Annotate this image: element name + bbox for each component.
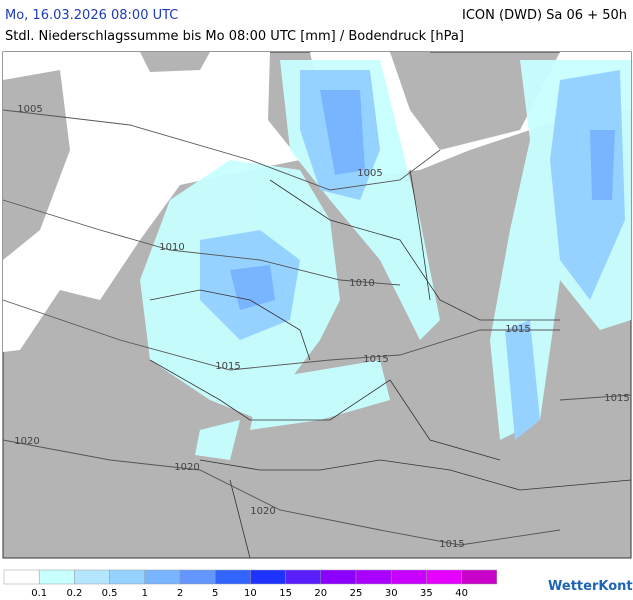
isobar-label: 1015 bbox=[439, 539, 464, 550]
legend-label: 35 bbox=[420, 588, 433, 599]
legend-label: 20 bbox=[314, 588, 327, 599]
legend-label: 40 bbox=[455, 588, 468, 599]
isobars bbox=[2, 109, 632, 546]
legend-label: 2 bbox=[177, 588, 183, 599]
legend-label: 1 bbox=[142, 588, 148, 599]
legend-swatch bbox=[3, 569, 40, 585]
legend-swatch bbox=[38, 569, 75, 585]
legend-swatch bbox=[320, 569, 357, 585]
legend-swatch bbox=[426, 569, 462, 585]
isobar-label: 1020 bbox=[174, 462, 199, 473]
legend-swatch bbox=[74, 569, 110, 585]
legend-label: 0.5 bbox=[102, 588, 118, 599]
isobar-label: 1005 bbox=[357, 168, 382, 179]
legend-label: 10 bbox=[244, 588, 257, 599]
legend-swatch bbox=[355, 569, 392, 585]
isobar-label: 1010 bbox=[159, 242, 184, 253]
isobar-label: 1015 bbox=[604, 393, 629, 404]
land-uk bbox=[140, 52, 210, 72]
legend-label: 0.2 bbox=[66, 588, 82, 599]
legend-swatch bbox=[144, 569, 181, 585]
subtitle: Stdl. Niederschlagssumme bis Mo 08:00 UT… bbox=[5, 29, 464, 44]
precip-heavy bbox=[230, 90, 615, 310]
legend-swatch bbox=[179, 569, 216, 585]
map bbox=[2, 51, 632, 559]
legend-swatch bbox=[250, 569, 286, 585]
legend-label: 0.1 bbox=[31, 588, 47, 599]
legend-swatch bbox=[390, 569, 427, 585]
isobar-label: 1010 bbox=[349, 278, 374, 289]
north-sea bbox=[3, 52, 300, 352]
legend-swatch bbox=[285, 569, 322, 585]
isobar-label: 1015 bbox=[505, 324, 530, 335]
legend-swatch bbox=[214, 569, 251, 585]
legend-label: 30 bbox=[385, 588, 398, 599]
legend-label: 25 bbox=[350, 588, 363, 599]
borders bbox=[149, 169, 632, 559]
legend-swatch bbox=[109, 569, 146, 585]
isobar-label: 1015 bbox=[215, 361, 240, 372]
isobar-label: 1020 bbox=[250, 506, 275, 517]
date: Mo, 16.03.2026 08:00 UTC bbox=[5, 8, 178, 23]
isobar-label: 1020 bbox=[14, 436, 39, 447]
legend-label: 5 bbox=[212, 588, 218, 599]
legend-swatch bbox=[461, 569, 498, 585]
land-sweden bbox=[390, 52, 440, 100]
isobar-label: 1005 bbox=[17, 104, 42, 115]
isobar-label: 1015 bbox=[363, 354, 388, 365]
logo: WetterKontor bbox=[548, 579, 633, 594]
legend-label: 15 bbox=[279, 588, 292, 599]
land-england bbox=[3, 70, 70, 260]
model: ICON (DWD) Sa 06 + 50h bbox=[462, 8, 627, 23]
